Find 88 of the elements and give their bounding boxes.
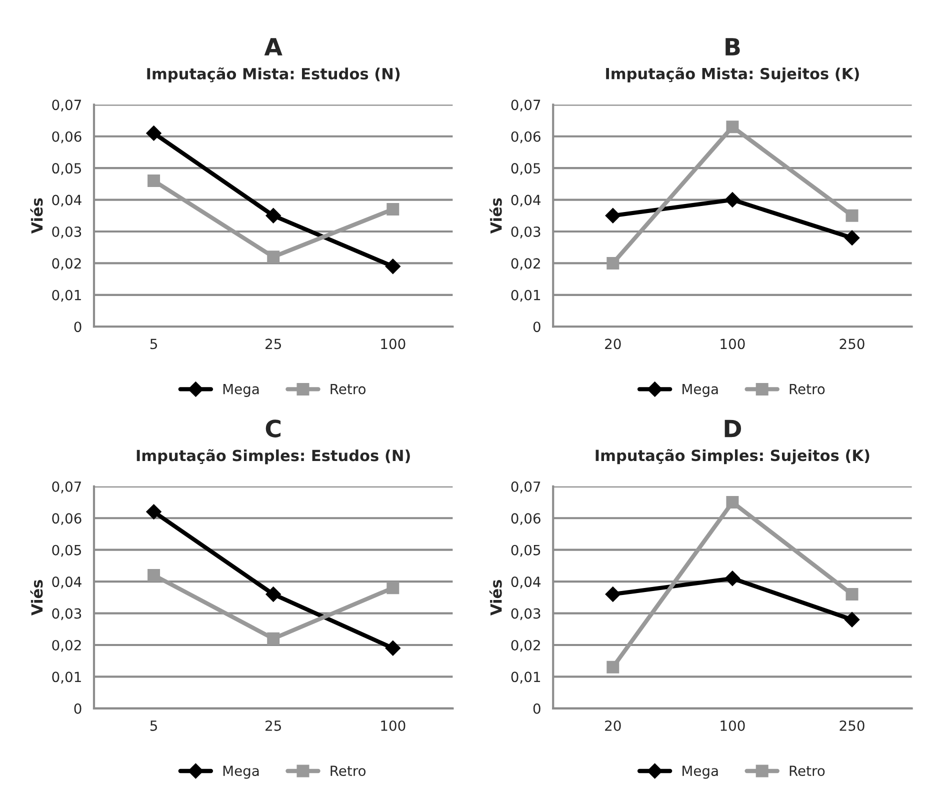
- point: [606, 256, 620, 270]
- x-tick-label: 250: [840, 720, 864, 731]
- y-tick-label: 0,03: [52, 608, 82, 620]
- y-tick-label: 0,01: [52, 672, 81, 684]
- y-tick-label: 0,02: [52, 258, 81, 270]
- legend-label: Mega: [682, 384, 718, 397]
- x-tick-label: 5: [150, 338, 157, 350]
- y-tick-label: 0,04: [52, 576, 82, 588]
- y-tick-label: 0: [533, 322, 540, 332]
- chart-title: B: [726, 38, 740, 56]
- point: [724, 570, 740, 586]
- y-tick-label: 0,02: [511, 640, 540, 652]
- y-axis-title: Viés: [30, 198, 43, 234]
- y-axis-title: Viés: [489, 580, 502, 616]
- chart-title: A: [264, 38, 282, 56]
- point: [726, 120, 739, 134]
- y-tick-label: 0,07: [52, 481, 82, 494]
- x-tick-label: 20: [605, 338, 621, 350]
- x-tick-label: 5: [150, 720, 157, 731]
- point: [148, 174, 160, 188]
- x-tick-label: 250: [840, 338, 864, 350]
- point: [146, 504, 162, 520]
- y-tick-label: 0,06: [511, 513, 540, 526]
- chart-title: C: [266, 420, 280, 438]
- x-tick-label: 100: [720, 338, 745, 350]
- y-tick-label: 0,04: [511, 576, 541, 588]
- point: [386, 582, 400, 594]
- chart-subtitle: Imputação Simples: Sujeitos (K): [596, 449, 870, 464]
- chart-subtitle: Imputação Simples: Estudos (N): [136, 449, 410, 464]
- point: [386, 203, 400, 216]
- y-tick-label: 0,01: [511, 290, 540, 302]
- y-tick-label: 0,01: [52, 290, 81, 302]
- point: [266, 208, 281, 224]
- y-tick-label: 0: [533, 703, 540, 714]
- y-tick-label: 0,07: [52, 100, 82, 112]
- point: [605, 208, 620, 224]
- y-axis-title: Viés: [489, 198, 502, 234]
- chart-subtitle: Imputação Mista: Sujeitos (K): [606, 67, 859, 82]
- x-tick-label: 100: [381, 338, 406, 350]
- legend-label: Mega: [223, 766, 259, 779]
- y-tick-label: 0: [74, 322, 82, 332]
- y-tick-label: 0,01: [511, 672, 540, 684]
- point: [605, 586, 620, 602]
- x-tick-label: 100: [381, 720, 406, 731]
- point: [846, 588, 858, 600]
- point: [148, 568, 160, 582]
- legend-label: Retro: [330, 766, 366, 776]
- chart-subtitle: Imputação Mista: Estudos (N): [147, 67, 400, 82]
- point: [266, 586, 281, 602]
- point: [267, 250, 280, 264]
- y-tick-label: 0,02: [511, 258, 540, 270]
- y-tick-label: 0,05: [52, 544, 81, 557]
- y-tick-label: 0,06: [511, 131, 540, 144]
- y-tick-label: 0,06: [52, 131, 82, 144]
- legend-label: Retro: [330, 384, 366, 394]
- point: [146, 126, 162, 141]
- y-tick-label: 0,07: [511, 481, 540, 494]
- point: [726, 496, 739, 509]
- legend-label: Retro: [790, 766, 825, 776]
- y-tick-label: 0,03: [511, 608, 540, 620]
- x-tick-label: 100: [720, 720, 745, 731]
- point: [606, 660, 620, 674]
- y-tick-label: 0,05: [511, 163, 540, 175]
- y-tick-label: 0,07: [511, 100, 540, 112]
- y-tick-label: 0,06: [52, 513, 82, 526]
- point: [846, 209, 858, 222]
- legend-label: Mega: [223, 384, 259, 397]
- x-tick-label: 25: [266, 338, 281, 350]
- y-tick-label: 0,03: [511, 226, 540, 238]
- point: [844, 230, 860, 246]
- y-tick-label: 0,05: [511, 544, 540, 557]
- chart-title: D: [724, 420, 742, 438]
- x-tick-label: 20: [605, 720, 621, 731]
- legend-label: Retro: [790, 384, 825, 394]
- point: [385, 640, 400, 656]
- y-tick-label: 0: [74, 703, 82, 714]
- legend-label: Mega: [682, 766, 718, 779]
- point: [724, 192, 740, 208]
- y-tick-label: 0,04: [511, 194, 541, 207]
- y-tick-label: 0,04: [52, 194, 82, 207]
- point: [844, 612, 860, 628]
- point: [267, 632, 280, 645]
- y-tick-label: 0,02: [52, 640, 81, 652]
- y-tick-label: 0,03: [52, 226, 82, 238]
- y-axis-title: Viés: [30, 580, 43, 616]
- y-tick-label: 0,05: [52, 163, 81, 175]
- x-tick-label: 25: [266, 720, 281, 731]
- point: [385, 258, 400, 274]
